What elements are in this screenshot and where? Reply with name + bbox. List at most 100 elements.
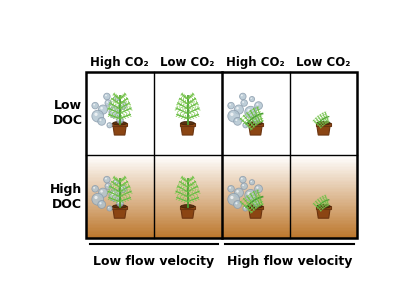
Bar <box>86 228 154 230</box>
Ellipse shape <box>181 122 194 125</box>
Bar <box>222 212 290 213</box>
Circle shape <box>117 200 123 206</box>
Bar <box>86 210 154 212</box>
Bar <box>222 167 290 169</box>
Bar <box>154 202 222 204</box>
Bar <box>86 175 154 177</box>
Bar <box>290 174 358 176</box>
Ellipse shape <box>181 205 194 208</box>
Bar <box>154 189 222 191</box>
Bar <box>86 167 154 169</box>
Bar <box>86 155 154 157</box>
Bar <box>290 225 358 227</box>
Bar <box>290 192 358 194</box>
Bar <box>154 216 222 217</box>
Circle shape <box>118 201 120 203</box>
Circle shape <box>100 190 103 193</box>
Ellipse shape <box>317 122 330 125</box>
Bar <box>154 230 222 231</box>
Circle shape <box>92 193 104 205</box>
Bar <box>316 123 331 126</box>
Bar <box>154 170 222 172</box>
Bar <box>290 166 358 168</box>
Bar <box>222 227 290 229</box>
Ellipse shape <box>249 122 262 125</box>
Circle shape <box>105 95 107 96</box>
Bar <box>290 168 358 170</box>
Bar <box>86 191 154 192</box>
Circle shape <box>114 181 116 182</box>
Bar <box>86 193 154 195</box>
Circle shape <box>114 96 119 102</box>
Bar <box>222 217 290 219</box>
Circle shape <box>111 109 115 112</box>
Circle shape <box>244 124 245 125</box>
Circle shape <box>243 206 248 211</box>
Bar <box>222 209 290 210</box>
Bar <box>154 168 222 170</box>
Circle shape <box>228 102 234 109</box>
Circle shape <box>230 113 234 116</box>
Bar <box>154 178 222 180</box>
Bar <box>290 214 358 216</box>
Text: High
DOC: High DOC <box>50 183 82 211</box>
Bar <box>154 225 222 227</box>
Bar <box>222 214 290 216</box>
Bar <box>290 171 358 173</box>
Bar <box>86 168 154 170</box>
Bar <box>222 202 290 204</box>
Text: Low CO₂: Low CO₂ <box>160 56 215 69</box>
Bar <box>222 177 290 179</box>
Bar <box>222 221 290 223</box>
Bar <box>290 210 358 212</box>
Bar <box>154 210 222 212</box>
Bar <box>290 232 358 234</box>
Bar <box>290 160 358 162</box>
Circle shape <box>247 109 250 112</box>
Bar <box>222 72 290 155</box>
Polygon shape <box>249 207 262 218</box>
Circle shape <box>241 183 248 189</box>
Circle shape <box>241 178 243 180</box>
Bar <box>290 224 358 226</box>
Bar <box>222 159 290 161</box>
Bar <box>86 231 154 233</box>
Bar <box>222 198 290 199</box>
Circle shape <box>234 105 244 114</box>
Circle shape <box>244 207 245 208</box>
Bar <box>222 163 290 165</box>
Bar <box>86 162 154 163</box>
Bar <box>154 173 222 174</box>
Bar <box>290 196 358 198</box>
Bar <box>290 191 358 192</box>
Bar <box>86 212 154 213</box>
Circle shape <box>106 101 108 103</box>
Bar <box>290 189 358 191</box>
Bar <box>86 219 154 220</box>
Bar <box>154 156 222 158</box>
Bar <box>154 228 222 230</box>
Circle shape <box>240 93 246 100</box>
Ellipse shape <box>113 205 126 208</box>
Bar <box>86 220 154 222</box>
Bar <box>290 227 358 229</box>
Circle shape <box>98 105 108 114</box>
Bar <box>222 200 290 202</box>
Bar <box>290 182 358 184</box>
Bar <box>180 206 195 209</box>
Bar <box>86 237 154 238</box>
Bar <box>222 155 290 157</box>
Bar <box>86 192 154 194</box>
Bar <box>290 220 358 222</box>
Bar <box>86 188 154 190</box>
Bar <box>222 220 290 222</box>
Bar <box>222 173 290 174</box>
Bar <box>222 164 290 166</box>
Bar <box>222 157 290 159</box>
Bar <box>222 166 290 168</box>
Circle shape <box>93 187 95 189</box>
Circle shape <box>250 181 252 182</box>
Bar <box>86 159 154 161</box>
Circle shape <box>241 100 248 106</box>
Bar <box>222 203 290 205</box>
